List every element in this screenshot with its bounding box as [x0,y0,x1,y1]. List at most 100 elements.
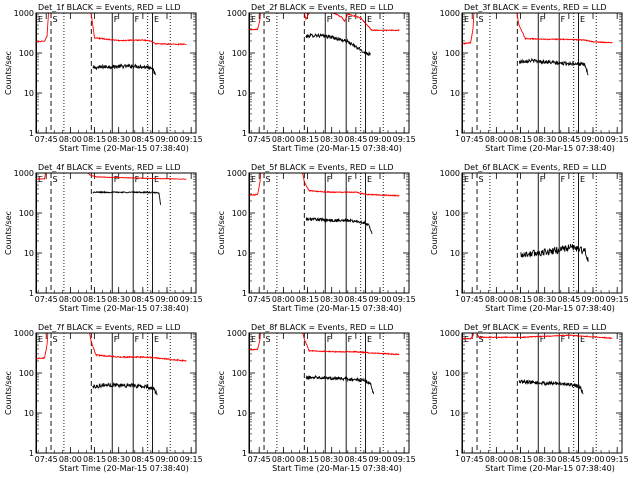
x-tick-label: 08:15 [296,295,319,304]
y-axis-label: Counts/sec [4,211,13,255]
marker-label: F [135,15,140,24]
marker-label: S [479,175,484,184]
x-tick-label: 08:30 [320,455,343,464]
y-tick-label: 1 [242,129,247,138]
x-tick-label: 08:15 [296,135,319,144]
x-tick-label: 09:00 [155,295,178,304]
x-axis-label: Start Time (20-Mar-15 07:38:40) [272,464,402,473]
marker-label: E [367,15,372,24]
events-series-line [305,216,373,234]
x-tick-label: 07:45 [248,135,271,144]
marker-label: E [38,15,43,24]
marker-label: F [348,15,353,24]
marker-label: F [114,175,119,184]
lld-series-line [249,13,400,32]
y-tick-label: 100 [232,369,247,378]
y-tick-label: 1 [455,129,460,138]
x-tick-label: 09:15 [393,135,416,144]
x-tick-label: 09:15 [180,455,203,464]
detector-panel: Det_2f BLACK = Events, RED = LLD Counts/s… [217,3,416,153]
events-series-line [518,57,589,76]
y-tick-label: 100 [19,49,34,58]
events-series-line [92,190,162,205]
lld-series-line [249,173,400,197]
x-tick-label: 08:30 [320,135,343,144]
y-tick-label: 1 [29,129,34,138]
x-tick-label: 08:00 [59,455,82,464]
x-tick-label: 09:00 [581,295,604,304]
y-tick-label: 1000 [440,169,460,178]
y-tick-label: 1000 [227,9,247,18]
marker-label: F [114,335,119,344]
x-tick-label: 07:45 [461,295,484,304]
marker-label: F [135,175,140,184]
y-tick-label: 1 [242,289,247,298]
plot-frame [248,332,410,454]
x-tick-label: 08:45 [557,135,580,144]
marker-label: F [540,15,545,24]
x-tick-label: 08:30 [533,135,556,144]
x-tick-label: 09:15 [180,135,203,144]
y-axis-label: Counts/sec [430,371,439,415]
y-tick-label: 100 [19,369,34,378]
marker-label: S [266,335,271,344]
x-axis-label: Start Time (20-Mar-15 07:38:40) [485,304,615,313]
x-tick-label: 08:15 [509,455,532,464]
detector-panel: Det_5f BLACK = Events, RED = LLD Counts/s… [217,163,416,313]
events-series-line [305,32,371,57]
marker-label: F [327,175,332,184]
marker-label: E [580,15,585,24]
marker-label: F [348,335,353,344]
lld-series-line [249,333,400,356]
marker-label: E [154,335,159,344]
x-tick-label: 08:30 [533,455,556,464]
panel-title: Det_7f BLACK = Events, RED = LLD [38,323,181,332]
plot-frame [35,332,197,454]
y-tick-label: 100 [232,49,247,58]
y-tick-label: 10 [450,89,460,98]
detector-panel: Det_8f BLACK = Events, RED = LLD Counts/s… [217,323,416,473]
plot-frame [35,172,197,294]
marker-label: E [464,335,469,344]
x-tick-label: 07:45 [248,455,271,464]
x-tick-label: 08:45 [131,295,154,304]
x-tick-label: 08:00 [272,455,295,464]
x-tick-label: 08:45 [131,455,154,464]
x-tick-label: 08:00 [272,135,295,144]
lld-series-line [462,333,613,340]
y-axis-label: Counts/sec [430,51,439,95]
events-series-line [92,381,158,396]
marker-label: E [580,335,585,344]
marker-label: F [327,335,332,344]
lld-series-line [36,333,187,362]
x-tick-label: 08:00 [272,295,295,304]
y-tick-label: 10 [24,249,34,258]
y-tick-label: 100 [445,209,460,218]
panel-title: Det_4f BLACK = Events, RED = LLD [38,163,181,172]
x-tick-label: 07:45 [35,455,58,464]
y-tick-label: 100 [19,209,34,218]
y-tick-label: 10 [24,409,34,418]
plot-frame [248,172,410,294]
detector-panel: Det_4f BLACK = Events, RED = LLD Counts/s… [4,163,203,313]
marker-label: E [251,175,256,184]
x-tick-label: 08:45 [557,295,580,304]
x-tick-label: 08:00 [485,295,508,304]
x-tick-label: 08:30 [107,455,130,464]
x-tick-label: 09:00 [581,135,604,144]
x-axis-label: Start Time (20-Mar-15 07:38:40) [59,304,189,313]
detector-panel: Det_6f BLACK = Events, RED = LLD Counts/s… [430,163,629,313]
x-tick-label: 08:45 [557,455,580,464]
x-tick-label: 09:00 [155,455,178,464]
panel-title: Det_5f BLACK = Events, RED = LLD [251,163,394,172]
x-tick-label: 09:00 [368,295,391,304]
x-tick-label: 08:15 [83,135,106,144]
x-tick-label: 08:15 [509,135,532,144]
y-tick-label: 10 [237,89,247,98]
marker-label: E [154,15,159,24]
panel-title: Det_1f BLACK = Events, RED = LLD [38,3,181,12]
marker-label: S [479,15,484,24]
y-tick-label: 1 [29,289,34,298]
detector-panel: Det_1f BLACK = Events, RED = LLD Counts/s… [4,3,203,153]
marker-label: S [266,15,271,24]
